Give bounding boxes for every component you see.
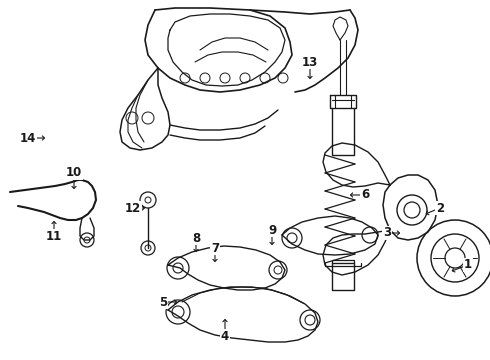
Text: 1: 1	[464, 258, 472, 271]
Text: 10: 10	[66, 166, 82, 180]
Text: 7: 7	[211, 242, 219, 255]
Text: 8: 8	[192, 231, 200, 244]
Text: 13: 13	[302, 55, 318, 68]
Text: 2: 2	[436, 202, 444, 215]
Text: 4: 4	[221, 329, 229, 342]
Text: 6: 6	[361, 189, 369, 202]
Text: 14: 14	[20, 131, 36, 144]
Text: 5: 5	[159, 296, 167, 309]
Text: 12: 12	[125, 202, 141, 215]
Text: 9: 9	[268, 224, 276, 237]
Text: 3: 3	[383, 226, 391, 239]
Text: 11: 11	[46, 230, 62, 243]
